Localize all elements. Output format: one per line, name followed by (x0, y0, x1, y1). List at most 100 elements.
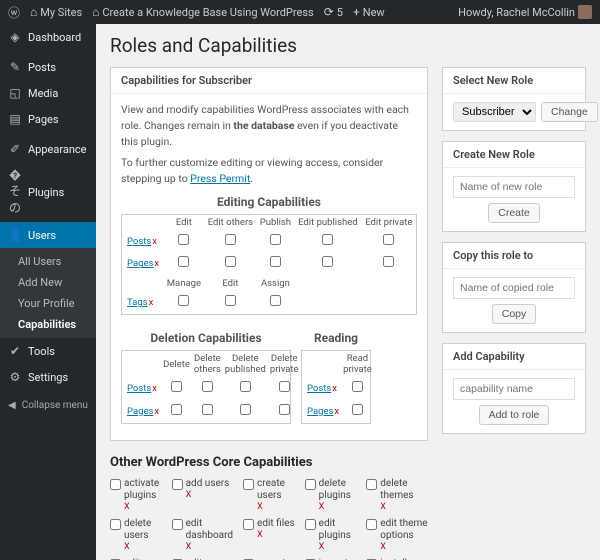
menu-dashboard[interactable]: ◈Dashboard (0, 24, 96, 50)
remove-icon[interactable]: x (154, 406, 159, 417)
core-cap-checkbox[interactable] (110, 519, 121, 530)
menu-plugins[interactable]: �そのPlugins (0, 162, 96, 222)
cap-checkbox[interactable] (270, 256, 281, 267)
core-cap-item: add usersX (172, 478, 233, 512)
remove-icon[interactable]: X (186, 490, 233, 500)
menu-tools[interactable]: ✔Tools (0, 338, 96, 364)
copy-role-input[interactable] (453, 277, 575, 299)
core-cap-checkbox[interactable] (366, 519, 377, 530)
updates[interactable]: ⟳5 (324, 5, 343, 19)
remove-icon[interactable]: X (319, 502, 357, 512)
core-cap-checkbox[interactable] (305, 519, 316, 530)
remove-icon[interactable]: x (152, 236, 157, 247)
submenu-capabilities[interactable]: Capabilities (0, 314, 96, 335)
cap-checkbox[interactable] (270, 234, 281, 245)
cap-checkbox[interactable] (352, 381, 363, 392)
cap-checkbox[interactable] (225, 295, 236, 306)
howdy[interactable]: Howdy, Rachel McCollin (458, 5, 592, 19)
intro-p1: View and modify capabilities WordPress a… (121, 102, 417, 149)
remove-icon[interactable]: x (154, 258, 159, 269)
copy-role-heading: Copy this role to (443, 243, 585, 269)
collapse-menu[interactable]: ◀Collapse menu (0, 394, 96, 417)
new-content[interactable]: +New (353, 5, 385, 19)
cap-checkbox[interactable] (383, 234, 394, 245)
remove-icon[interactable]: X (380, 502, 428, 512)
editing-title: Editing Capabilities (121, 193, 417, 211)
cap-checkbox[interactable] (352, 404, 363, 415)
core-cap-checkbox[interactable] (243, 519, 254, 530)
cap-checkbox[interactable] (178, 295, 189, 306)
new-role-input[interactable] (453, 176, 575, 198)
reading-title: Reading (301, 329, 371, 347)
core-cap-item: edit filesX (243, 518, 295, 552)
menu-settings[interactable]: ⚙Settings (0, 364, 96, 390)
core-cap-item: activate pluginsX (110, 478, 162, 512)
role-select[interactable]: Subscriber (453, 102, 536, 122)
menu-posts[interactable]: ✎Posts (0, 54, 96, 80)
submenu-profile[interactable]: Your Profile (0, 293, 96, 314)
menu-pages[interactable]: ▤Pages (0, 106, 96, 132)
core-cap-checkbox[interactable] (110, 479, 121, 490)
core-cap-checkbox[interactable] (366, 479, 377, 490)
row-label[interactable]: Tags (127, 297, 148, 308)
cap-checkbox[interactable] (171, 404, 182, 415)
create-role-heading: Create New Role (443, 142, 585, 168)
my-sites[interactable]: ⌂My Sites (30, 5, 82, 19)
remove-icon[interactable]: X (124, 542, 162, 552)
cap-checkbox[interactable] (178, 234, 189, 245)
core-cap-checkbox[interactable] (172, 519, 183, 530)
cap-checkbox[interactable] (322, 234, 333, 245)
press-permit-link[interactable]: Press Permit (190, 172, 250, 185)
menu-appearance[interactable]: ✐Appearance (0, 136, 96, 162)
row-label[interactable]: Posts (127, 383, 151, 394)
cap-checkbox[interactable] (202, 381, 213, 392)
core-cap-checkbox[interactable] (243, 479, 254, 490)
wp-logo[interactable]: ⓦ (8, 4, 20, 21)
remove-icon[interactable]: X (257, 530, 295, 540)
cap-checkbox[interactable] (171, 381, 182, 392)
add-cap-heading: Add Capability (443, 344, 585, 370)
cap-checkbox[interactable] (240, 404, 251, 415)
remove-icon[interactable]: X (257, 502, 295, 512)
row-label[interactable]: Pages (127, 406, 153, 417)
page-title: Roles and Capabilities (110, 34, 586, 57)
remove-icon[interactable]: X (124, 502, 162, 512)
remove-icon[interactable]: x (334, 406, 339, 417)
core-cap-item: delete pluginsX (305, 478, 357, 512)
submenu-all-users[interactable]: All Users (0, 251, 96, 272)
copy-button[interactable]: Copy (492, 304, 537, 324)
caps-box-title: Capabilities for Subscriber (111, 68, 427, 94)
cap-checkbox[interactable] (178, 256, 189, 267)
cap-checkbox[interactable] (279, 381, 290, 392)
cap-checkbox[interactable] (383, 256, 394, 267)
remove-icon[interactable]: x (149, 297, 154, 308)
remove-icon[interactable]: x (332, 383, 337, 394)
menu-users[interactable]: 👤Users (0, 222, 96, 248)
core-caps-title: Other WordPress Core Capabilities (110, 455, 428, 470)
cap-checkbox[interactable] (202, 404, 213, 415)
cap-checkbox[interactable] (225, 256, 236, 267)
row-label[interactable]: Posts (307, 383, 331, 394)
menu-media[interactable]: ◱Media (0, 80, 96, 106)
row-label[interactable]: Posts (127, 236, 151, 247)
cap-checkbox[interactable] (270, 295, 281, 306)
cap-checkbox[interactable] (240, 381, 251, 392)
cap-checkbox[interactable] (225, 234, 236, 245)
core-cap-item: create usersX (243, 478, 295, 512)
site-name[interactable]: ⌂Create a Knowledge Base Using WordPress (92, 5, 314, 19)
row-label[interactable]: Pages (127, 258, 153, 269)
add-to-role-button[interactable]: Add to role (479, 405, 550, 425)
remove-icon[interactable]: X (186, 542, 233, 552)
change-button[interactable]: Change (541, 102, 598, 122)
capability-input[interactable] (453, 378, 575, 400)
create-button[interactable]: Create (488, 203, 540, 223)
remove-icon[interactable]: x (152, 383, 157, 394)
remove-icon[interactable]: X (380, 542, 428, 552)
cap-checkbox[interactable] (322, 256, 333, 267)
submenu-add-new[interactable]: Add New (0, 272, 96, 293)
core-cap-checkbox[interactable] (172, 479, 183, 490)
core-cap-checkbox[interactable] (305, 479, 316, 490)
cap-checkbox[interactable] (279, 404, 290, 415)
row-label[interactable]: Pages (307, 406, 333, 417)
remove-icon[interactable]: X (319, 542, 357, 552)
